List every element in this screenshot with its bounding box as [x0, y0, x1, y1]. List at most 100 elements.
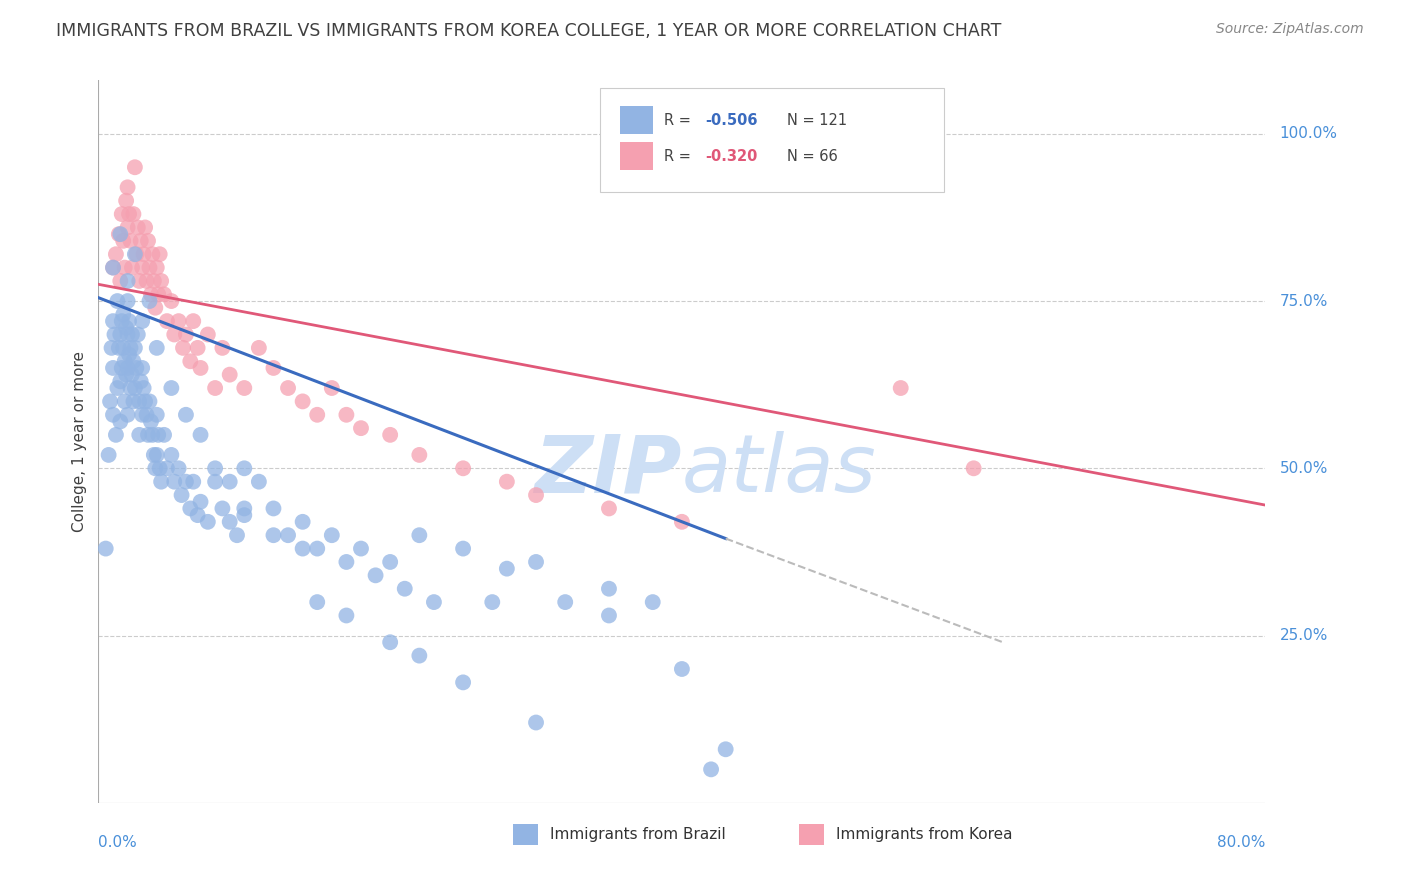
Point [122, 207, 145, 221]
Point [233, 381, 256, 395]
Text: N = 66: N = 66 [787, 149, 838, 163]
Point [554, 595, 576, 609]
Point [149, 247, 172, 261]
Point [211, 341, 233, 355]
Point [179, 501, 201, 516]
Point [451, 541, 474, 556]
Point [187, 341, 209, 355]
Point [101, 361, 124, 376]
Point [117, 180, 139, 194]
Point [143, 461, 166, 475]
Text: -0.320: -0.320 [706, 149, 758, 163]
Text: ZIP: ZIP [534, 432, 682, 509]
Point [132, 247, 155, 261]
Point [598, 582, 620, 596]
Point [146, 260, 169, 275]
Text: R =: R = [665, 112, 696, 128]
Point [291, 541, 314, 556]
Point [150, 274, 173, 288]
Point [120, 381, 142, 395]
Point [394, 582, 416, 596]
Point [204, 475, 226, 489]
Point [118, 348, 141, 362]
Bar [620, 106, 652, 134]
Point [127, 220, 149, 235]
Point [163, 327, 186, 342]
Point [496, 562, 519, 576]
Text: atlas: atlas [682, 432, 877, 509]
Point [148, 287, 170, 301]
Text: Source: ZipAtlas.com: Source: ZipAtlas.com [1216, 22, 1364, 37]
Point [146, 408, 169, 422]
Text: -0.506: -0.506 [706, 112, 758, 128]
Text: 25.0%: 25.0% [1279, 628, 1327, 643]
Point [890, 381, 912, 395]
Point [170, 488, 193, 502]
Point [291, 394, 314, 409]
Point [150, 475, 173, 489]
Point [100, 341, 122, 355]
Point [218, 515, 240, 529]
Point [233, 461, 256, 475]
Point [117, 408, 139, 422]
Point [218, 475, 240, 489]
Point [125, 247, 148, 261]
Point [598, 501, 620, 516]
Point [125, 361, 148, 376]
Point [97, 448, 120, 462]
Point [307, 595, 329, 609]
Point [111, 314, 134, 328]
Point [143, 301, 166, 315]
Point [174, 327, 197, 342]
Text: 0.0%: 0.0% [98, 835, 138, 850]
Point [101, 260, 124, 275]
Point [160, 381, 183, 395]
Point [134, 220, 156, 235]
Point [108, 341, 131, 355]
Point [262, 501, 284, 516]
Point [163, 475, 186, 489]
Point [114, 260, 136, 275]
Point [233, 501, 256, 516]
Point [335, 408, 357, 422]
Point [117, 274, 139, 288]
Point [700, 762, 723, 776]
Point [218, 368, 240, 382]
Point [117, 361, 139, 376]
Text: 80.0%: 80.0% [1218, 835, 1265, 850]
Point [350, 541, 373, 556]
Text: Immigrants from Korea: Immigrants from Korea [837, 827, 1012, 842]
Point [104, 427, 127, 442]
Point [101, 314, 124, 328]
Point [149, 461, 172, 475]
Point [174, 475, 197, 489]
Point [335, 608, 357, 623]
Y-axis label: College, 1 year or more: College, 1 year or more [72, 351, 87, 532]
Point [160, 448, 183, 462]
Point [110, 414, 132, 429]
Point [139, 414, 162, 429]
Point [307, 408, 329, 422]
Point [524, 488, 547, 502]
Point [291, 515, 314, 529]
Point [138, 294, 160, 309]
Point [136, 234, 159, 248]
Point [364, 568, 387, 582]
Point [146, 448, 169, 462]
Point [247, 341, 270, 355]
Point [111, 207, 134, 221]
Point [211, 501, 233, 516]
Point [671, 662, 693, 676]
Point [451, 675, 474, 690]
Point [451, 461, 474, 475]
Point [128, 274, 150, 288]
Point [262, 361, 284, 376]
Point [350, 421, 373, 435]
Point [167, 461, 190, 475]
Point [103, 327, 125, 342]
Point [408, 648, 430, 663]
Point [136, 427, 159, 442]
Point [127, 327, 149, 342]
Point [134, 394, 156, 409]
Point [153, 427, 176, 442]
